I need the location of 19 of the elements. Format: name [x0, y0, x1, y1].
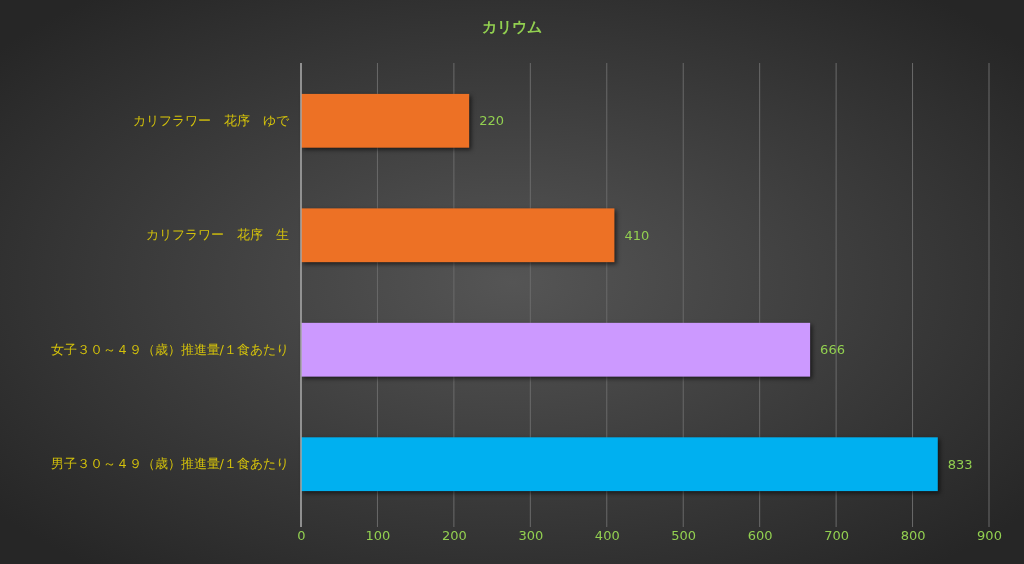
data-label: 220: [479, 113, 505, 129]
x-tick-label: 400: [594, 528, 620, 544]
x-tick-label: 100: [365, 528, 391, 544]
y-tick-label: 男子３０～４９（歳）推進量/１食あたり: [50, 456, 289, 472]
y-tick-label: 女子３０～４９（歳）推進量/１食あたり: [50, 341, 289, 357]
data-label: 833: [947, 456, 973, 472]
x-tick-label: 0: [297, 528, 306, 544]
x-tick-label: 800: [900, 528, 926, 544]
data-label: 666: [820, 342, 845, 358]
x-tick-label: 600: [747, 528, 773, 544]
data-label: 410: [624, 227, 650, 243]
y-tick-label: カリフラワー 花序 ゆで: [133, 112, 290, 128]
x-tick-label: 500: [671, 528, 697, 544]
x-tick-label: 200: [441, 528, 467, 544]
y-tick-label: カリフラワー 花序 生: [146, 227, 289, 243]
x-tick-label: 300: [518, 528, 544, 544]
x-tick-label: 900: [977, 528, 1002, 544]
chart-title: カリウム: [482, 18, 542, 36]
x-tick-label: 700: [824, 528, 850, 544]
